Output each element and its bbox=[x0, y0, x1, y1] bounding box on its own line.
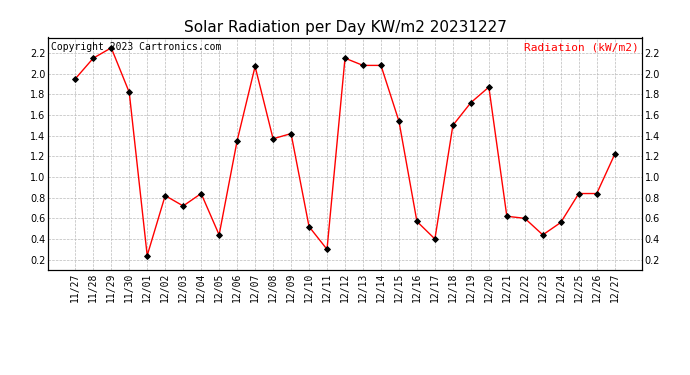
Title: Solar Radiation per Day KW/m2 20231227: Solar Radiation per Day KW/m2 20231227 bbox=[184, 20, 506, 35]
Text: Copyright 2023 Cartronics.com: Copyright 2023 Cartronics.com bbox=[51, 42, 221, 52]
Text: Radiation (kW/m2): Radiation (kW/m2) bbox=[524, 42, 639, 52]
